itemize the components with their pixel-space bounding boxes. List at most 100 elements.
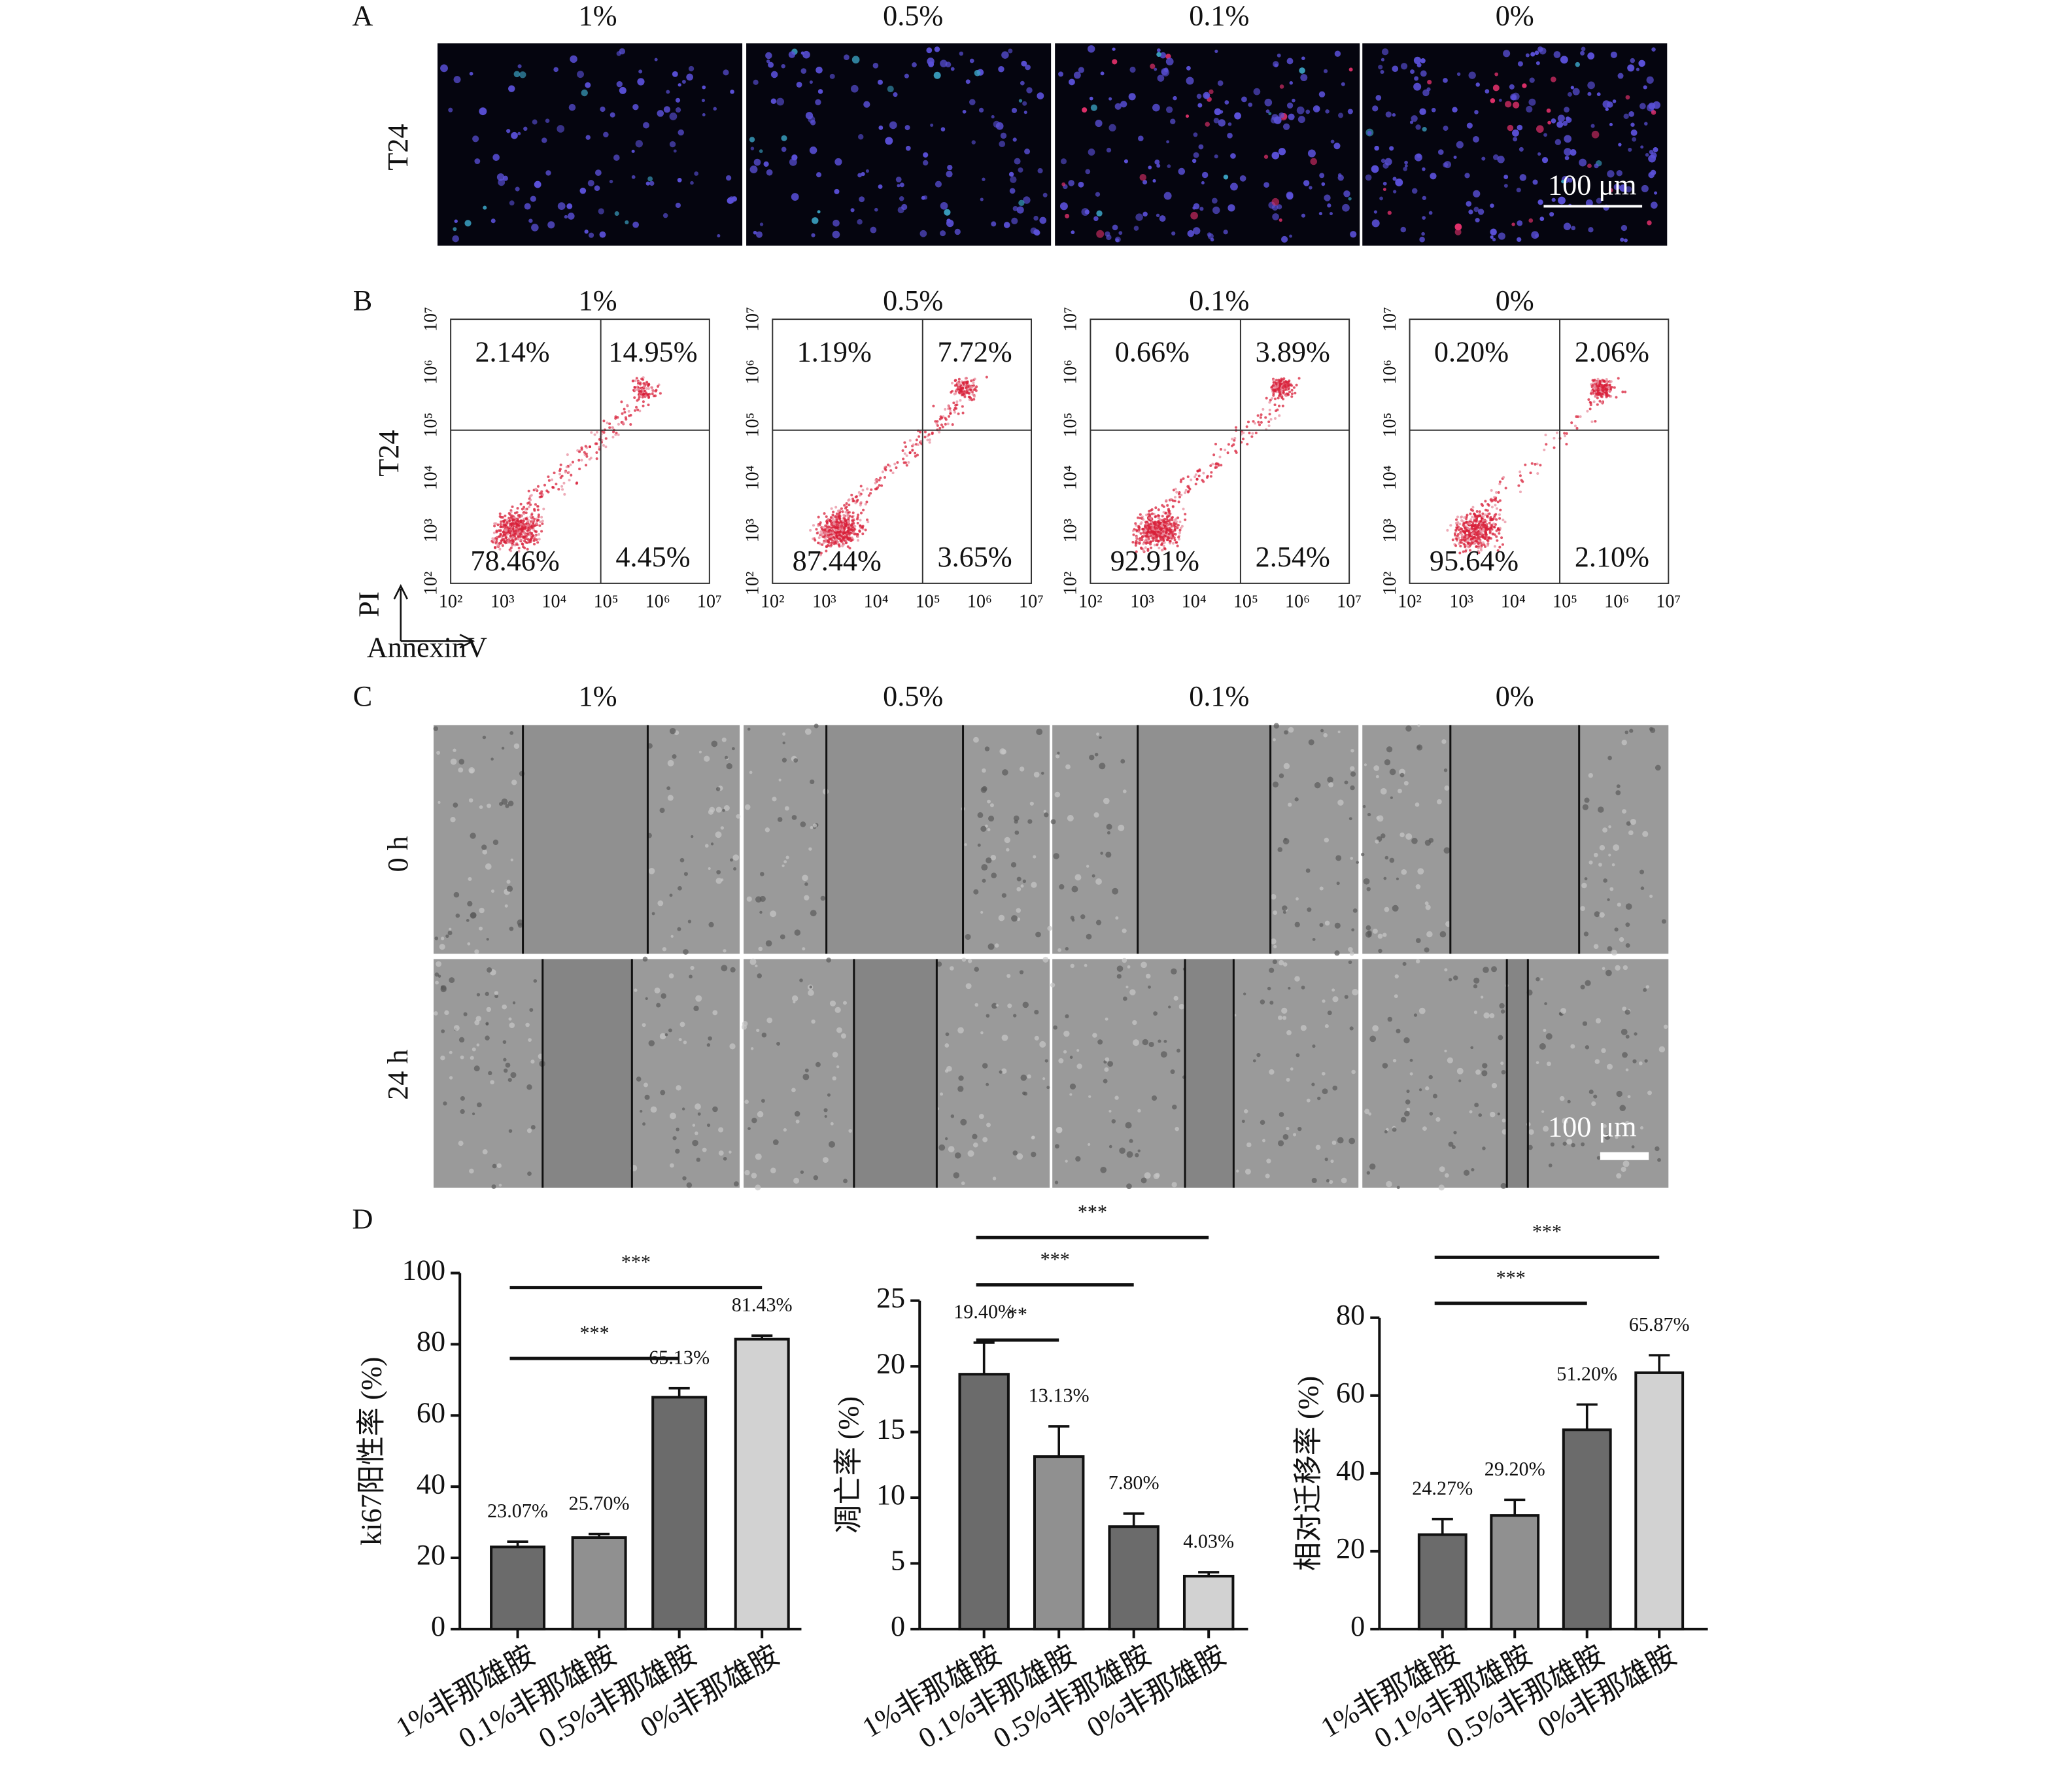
cell-texture [492, 839, 499, 846]
event [1589, 404, 1592, 407]
cell-texture [1425, 1086, 1430, 1091]
cell [857, 218, 863, 225]
event [834, 538, 838, 542]
cell-texture [1415, 884, 1421, 889]
cell-texture [645, 997, 648, 1000]
event [970, 398, 974, 402]
cell [1018, 99, 1023, 103]
cell-texture [778, 778, 781, 782]
cell [453, 76, 461, 84]
event [1470, 541, 1473, 544]
cell-texture [696, 1158, 701, 1162]
cell-texture [485, 991, 489, 996]
event [843, 539, 846, 542]
cell-texture [945, 1032, 950, 1037]
event [1486, 503, 1490, 506]
y-tick-label: 15 [876, 1413, 905, 1445]
cell [1214, 154, 1218, 159]
cell [1404, 164, 1408, 168]
cell-texture [1543, 1029, 1547, 1032]
event [1477, 514, 1480, 517]
cell [1531, 231, 1539, 239]
event [633, 386, 637, 389]
cell-texture [1661, 919, 1666, 924]
event [822, 526, 825, 529]
bar [1033, 1455, 1085, 1630]
event [1184, 518, 1187, 521]
event [887, 463, 890, 466]
event [963, 392, 966, 396]
cell [632, 221, 640, 228]
scratch-gap [523, 725, 648, 954]
event [517, 535, 520, 538]
event [820, 532, 823, 536]
event [611, 430, 615, 434]
cell-texture [1020, 1075, 1027, 1081]
cell [594, 185, 600, 191]
micrograph [1055, 43, 1360, 246]
cell [1443, 162, 1449, 168]
cell-texture [989, 803, 994, 808]
cell-texture [1622, 1160, 1630, 1167]
cell-texture [1471, 1167, 1475, 1172]
event [955, 403, 959, 406]
event [536, 508, 540, 511]
cell [1526, 105, 1533, 113]
cell [1214, 49, 1218, 54]
cell-texture [479, 926, 483, 931]
cell [1618, 143, 1622, 146]
cell [1570, 148, 1577, 156]
scale-bar-label: 100 μm [1548, 1111, 1636, 1143]
event [1610, 385, 1613, 388]
cell-texture [1086, 865, 1090, 868]
cell-texture [1080, 914, 1086, 920]
cell-texture [1042, 1077, 1046, 1080]
event [1171, 519, 1174, 522]
micrograph [1362, 43, 1668, 246]
event [1496, 539, 1499, 542]
event [1259, 416, 1262, 419]
cell [1161, 68, 1170, 77]
cell [781, 63, 785, 69]
cell-texture [692, 1139, 698, 1146]
event [848, 547, 851, 550]
cell-texture [1330, 1160, 1334, 1163]
cell [1393, 190, 1397, 194]
cell-texture [1305, 868, 1311, 873]
event [540, 515, 543, 519]
cell [1464, 173, 1470, 179]
cell [1274, 63, 1279, 67]
event [966, 381, 969, 385]
cell-texture [1322, 1071, 1326, 1076]
event [1269, 398, 1272, 402]
event [526, 541, 529, 544]
cell-texture [1349, 766, 1355, 771]
cell-texture [485, 863, 492, 870]
y-tick-label: 10² [743, 572, 763, 596]
cell [1018, 167, 1023, 173]
cell-texture [1475, 1069, 1481, 1075]
event [1594, 381, 1597, 384]
cell [1289, 234, 1292, 238]
cell-texture [648, 1040, 655, 1046]
cell-texture [1324, 1158, 1328, 1162]
cell-texture [662, 947, 667, 952]
cell-texture [648, 868, 655, 874]
significance-label: *** [1496, 1266, 1526, 1288]
cell-texture [802, 1073, 810, 1080]
event [932, 404, 935, 407]
event [1197, 474, 1201, 477]
cell [1644, 122, 1648, 126]
cell [588, 232, 594, 238]
row-label: T24 [382, 124, 414, 170]
cell [1620, 237, 1624, 242]
cell [788, 51, 796, 58]
event [1460, 528, 1464, 531]
cell [959, 51, 964, 56]
bar [490, 1545, 546, 1630]
cell-texture [1582, 804, 1588, 810]
event [1214, 462, 1218, 466]
event [1167, 514, 1171, 517]
event [830, 543, 833, 547]
cell [753, 230, 757, 235]
